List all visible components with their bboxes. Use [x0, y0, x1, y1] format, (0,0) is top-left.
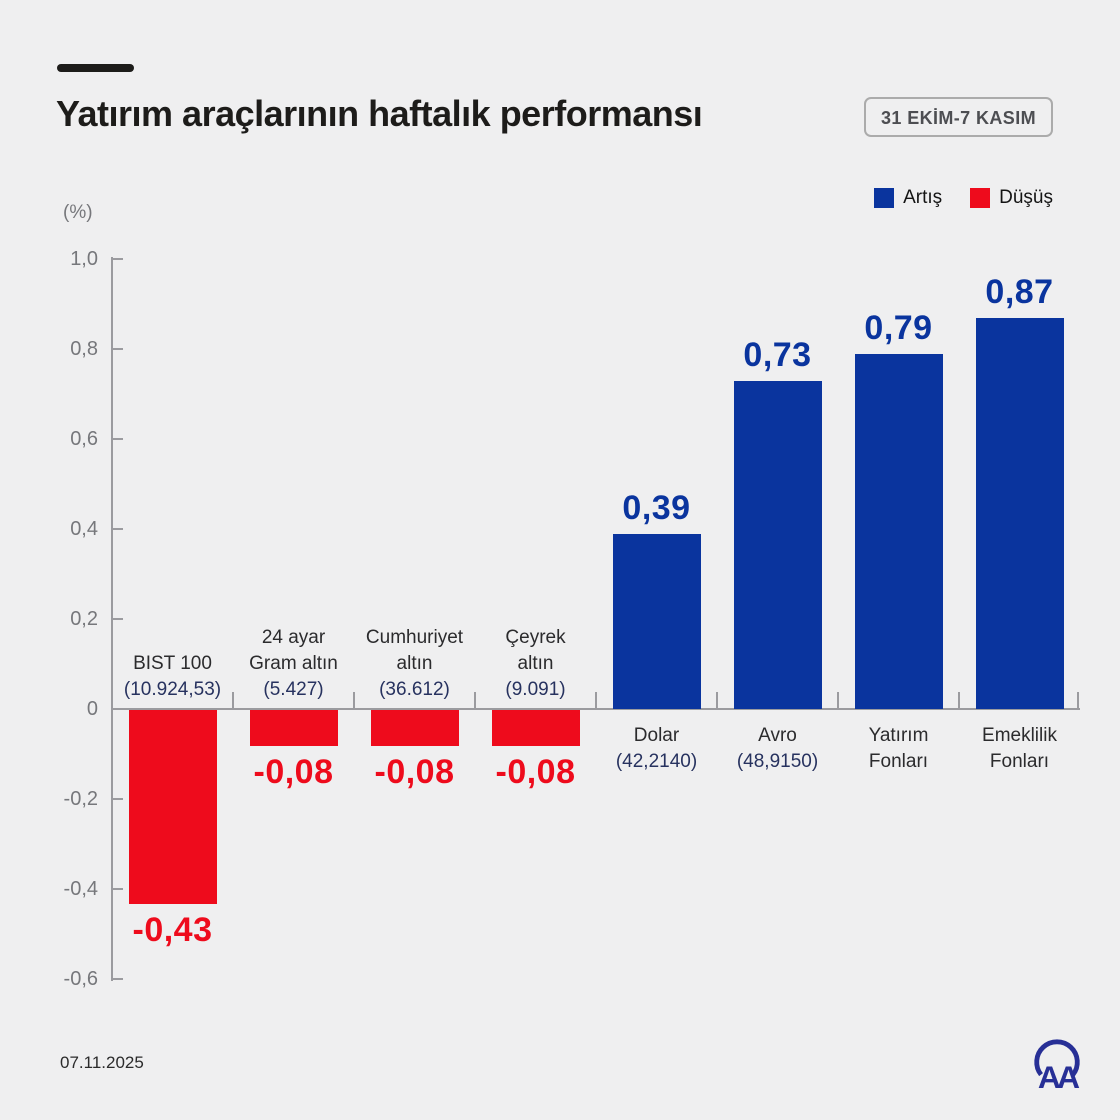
category-boundary-tick [1077, 692, 1079, 708]
category-boundary-tick [595, 692, 597, 708]
category-boundary-tick [474, 692, 476, 708]
footer-date: 07.11.2025 [60, 1053, 144, 1072]
bar-value-label: -0,08 [495, 753, 576, 791]
y-axis-unit-label: (%) [63, 202, 93, 223]
legend-item-label: Artış [903, 187, 943, 208]
category-name-line: Fonları [989, 751, 1050, 772]
y-tick-mark [112, 528, 123, 530]
category-label: Çeyrek altın (9.091) [448, 625, 624, 703]
chart-legend: Artış Düşüş [874, 187, 1053, 209]
category-detail-value: (42,2140) [615, 751, 698, 772]
category-detail-value: (36.612) [379, 679, 450, 700]
bar-value-label: -0,08 [253, 753, 334, 791]
category-name-line: altın [517, 653, 554, 674]
category-name-line: BIST 100 [133, 653, 212, 674]
y-tick-mark [112, 798, 123, 800]
category-detail-value: (9.091) [505, 679, 566, 700]
legend-item-artis: Artış [874, 187, 942, 209]
zero-baseline [112, 708, 1080, 710]
category-label: Yatırım Fonları [811, 723, 987, 775]
y-tick-mark [112, 348, 123, 350]
category-name-line: Dolar [633, 725, 680, 746]
category-boundary-tick [837, 692, 839, 708]
y-tick-label: 0,2 [70, 608, 98, 630]
y-tick-label: -0,6 [63, 968, 98, 990]
category-label: Cumhuriyet altın (36.612) [327, 625, 503, 703]
category-detail-value: (48,9150) [736, 751, 819, 772]
bar-2 [249, 710, 338, 746]
y-tick-mark [112, 258, 123, 260]
category-name-line: Avro [758, 725, 797, 746]
y-tick-label: -0,4 [63, 878, 98, 900]
period-badge: 31 EKİM-7 KASIM [863, 97, 1053, 137]
y-tick-mark [112, 618, 123, 620]
category-detail-value: (10.924,53) [123, 679, 222, 700]
page-title: Yatırım araçlarının haftalık performansı [56, 93, 703, 134]
bar-5 [612, 533, 701, 709]
y-tick-label: 1,0 [70, 248, 98, 270]
category-label: 24 ayar Gram altın (5.427) [206, 625, 382, 703]
legend-item-dusus: Düşüş [970, 187, 1053, 209]
category-name-line: 24 ayar [261, 627, 326, 648]
category-name-line: Gram altın [249, 653, 338, 674]
legend-item-label: Düşüş [999, 187, 1053, 208]
bar-value-label: -0,43 [132, 910, 213, 949]
y-tick-mark [112, 978, 123, 980]
bar-8 [975, 317, 1064, 709]
y-tick-label: -0,2 [63, 788, 98, 810]
bar-3 [370, 710, 459, 746]
bar-7 [854, 353, 943, 709]
bar-value-label: 0,79 [864, 308, 933, 347]
category-name-line: altın [396, 653, 433, 674]
category-label: Dolar (42,2140) [569, 723, 745, 775]
category-name-line: Emeklilik [982, 725, 1057, 746]
category-boundary-tick [232, 692, 234, 708]
y-tick-label: 0,8 [70, 338, 98, 360]
category-name-line: Çeyrek [505, 627, 566, 648]
category-boundary-tick [958, 692, 960, 708]
y-tick-label: 0,4 [70, 518, 98, 540]
y-tick-mark [112, 888, 123, 890]
bar-value-label: 0,73 [743, 335, 812, 374]
category-boundary-tick [353, 692, 355, 708]
category-name-line: Yatırım [868, 725, 929, 746]
category-label: Emeklilik Fonları [932, 723, 1108, 775]
category-boundary-tick [716, 692, 718, 708]
y-tick-label: 0 [86, 698, 98, 720]
bar-1 [128, 710, 217, 904]
bar-value-label: -0,08 [374, 753, 455, 791]
title-accent-dash [57, 64, 134, 72]
bar-value-label: 0,87 [985, 272, 1054, 311]
legend-swatch [970, 188, 991, 208]
y-tick-mark [112, 438, 123, 440]
category-label: BIST 100 (10.924,53) [85, 651, 261, 703]
aa-logo-icon: AA [1034, 1039, 1084, 1094]
bar-4 [491, 710, 580, 746]
y-tick-label: 0,6 [70, 428, 98, 450]
category-name-line: Fonları [868, 751, 929, 772]
category-label: Avro (48,9150) [690, 723, 866, 775]
bar-6 [733, 380, 822, 709]
category-detail-value: (5.427) [263, 679, 324, 700]
bar-value-label: 0,39 [622, 488, 691, 527]
category-name-line: Cumhuriyet [365, 627, 464, 648]
legend-swatch [874, 188, 895, 208]
aa-logo-text: AA [1038, 1059, 1080, 1094]
